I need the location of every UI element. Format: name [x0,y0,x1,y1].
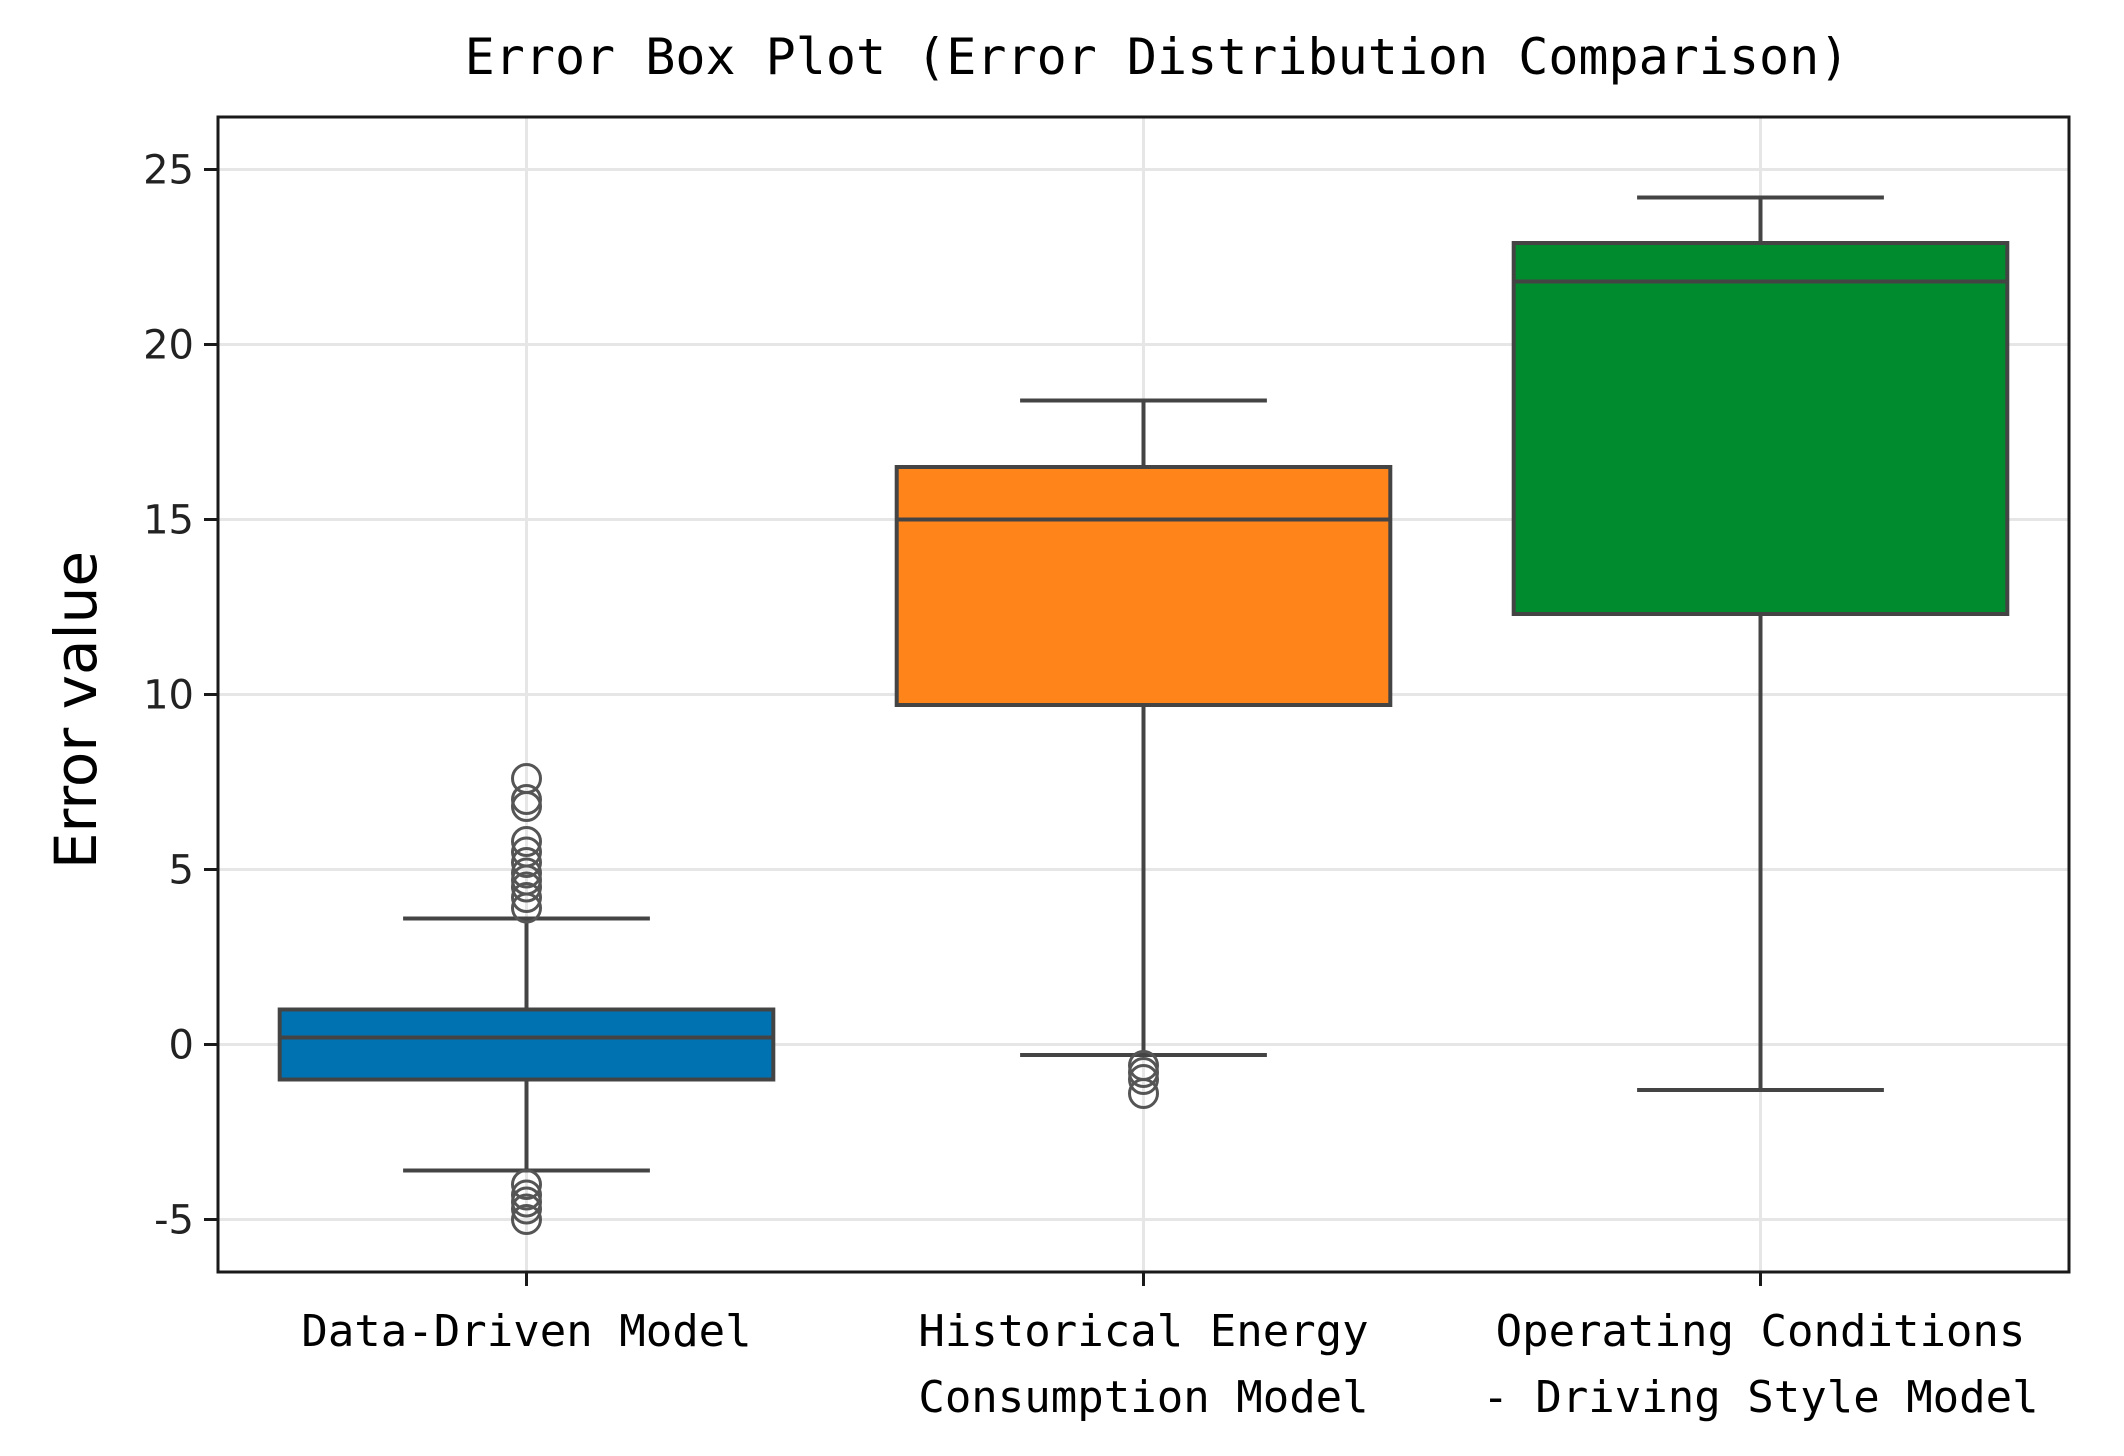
outlier-point-0-9 [511,882,542,913]
y-tick-label-0: -5 [154,1198,194,1244]
box-rect-1 [894,465,1393,707]
box-rect-0 [277,1007,776,1082]
y-tick-label-3: 10 [143,673,194,719]
outlier-point-0-11 [511,1169,542,1200]
outlier-point-0-2 [511,791,542,822]
outlier-point-1-2 [1128,1064,1159,1095]
outlier-point-1-3 [1128,1078,1159,1109]
y-tick-label-2: 5 [169,848,194,894]
outlier-point-0-14 [511,1193,542,1225]
x-tick-label-2: Operating Conditions - Driving Style Mode… [1482,1306,2038,1423]
y-tick-label-6: 25 [143,148,194,194]
x-tick-label-line-2-0: Operating Conditions [1496,1306,2026,1357]
y-tick-label-5: 20 [143,323,194,369]
outlier-point-0-6 [511,857,542,889]
x-tick-label-line-1-1: Consumption Model [918,1372,1368,1423]
outlier-point-0-5 [511,847,542,878]
outlier-point-0-15 [511,1204,542,1235]
outlier-point-0-10 [511,892,542,924]
chart-title: Error Box Plot (Error Distribution Compa… [465,28,1850,86]
outlier-point-0-8 [511,871,542,903]
outlier-point-0-1 [511,784,542,815]
y-tick-label-4: 15 [143,498,194,544]
y-axis-label: Error value [42,551,110,869]
y-tick-label-1: 0 [169,1023,194,1069]
box-series-1 [894,398,1393,1109]
outlier-point-1-1 [1128,1057,1159,1088]
outlier-point-0-12 [511,1179,542,1211]
x-tick-label-line-1-0: Historical Energy [918,1306,1368,1357]
box-rect-2 [1511,241,2010,616]
x-tick-label-line-0-0: Data-Driven Model [301,1306,751,1357]
box-series-2 [1511,195,2010,1092]
x-tick-label-line-2-1: - Driving Style Model [1482,1372,2038,1423]
box-series-0 [277,763,776,1235]
y-axis-ticks: -5 0 5 10 15 20 25 [143,148,218,1244]
x-tick-label-0: Data-Driven Model [301,1306,751,1357]
outlier-point-0-3 [511,826,542,857]
box-layer [277,195,2010,1235]
outlier-point-0-13 [511,1186,542,1218]
x-axis-ticks: Data-Driven Model Historical Energy Consum… [301,1272,2039,1423]
x-tick-label-1: Historical Energy Consumption Model [918,1306,1368,1423]
